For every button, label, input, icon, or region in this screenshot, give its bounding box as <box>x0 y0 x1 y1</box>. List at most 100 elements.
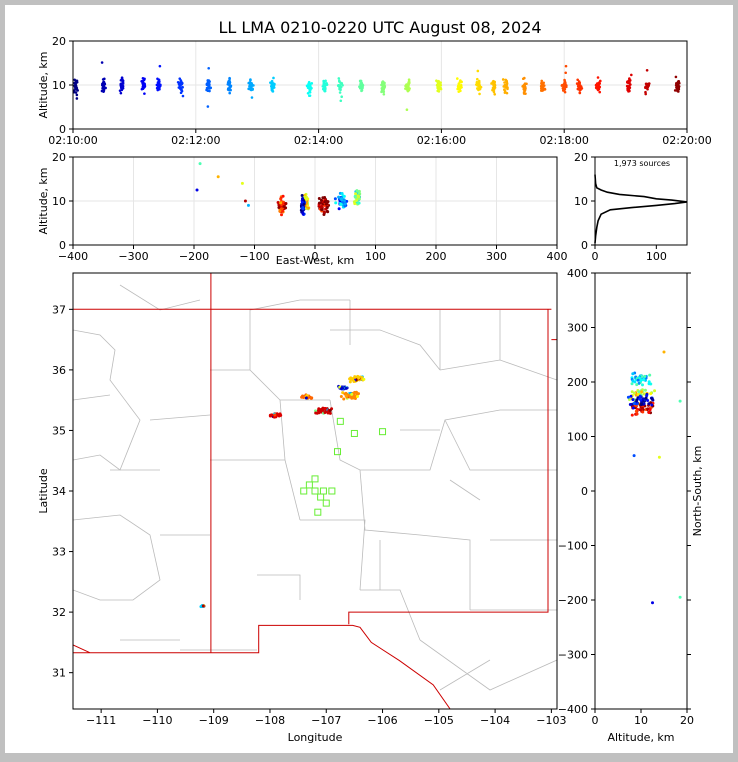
altitude-east-west-point <box>246 203 250 207</box>
east-west-x-tick-label: 100 <box>365 250 386 263</box>
map-source-point <box>362 377 366 381</box>
altitude-time-y-tick-label: 0 <box>59 123 66 136</box>
longitude-x-tick-label: −110 <box>142 714 172 727</box>
altitude-time-panel: 02:10:00 02:12:00 02:14:00 02:16:00 02:18:00… <box>37 35 712 147</box>
altitude-time-point <box>478 86 482 89</box>
altitude-time-point <box>644 92 647 96</box>
figure-title: LL LMA 0210-0220 UTC August 08, 2024 <box>218 18 541 37</box>
altitude-time-point <box>647 82 651 85</box>
altitude-time-point <box>579 86 583 89</box>
altitude-time-point <box>118 89 122 92</box>
altitude-x-tick-label: 20 <box>680 714 694 727</box>
north-south-altitude-point <box>647 410 651 414</box>
altitude-time-point <box>629 83 632 86</box>
altitude-time-point <box>310 86 313 90</box>
altitude-time-point <box>249 78 252 82</box>
altitude-east-west-point <box>337 207 341 211</box>
altitude-time-point <box>321 87 325 91</box>
altitude-east-west-point <box>340 191 344 195</box>
map-panel: −111 −110 −109 −108 −107 −106 −105 −104 −103 31 32… <box>37 272 566 744</box>
north-south-altitude-point <box>641 397 645 401</box>
altitude-time-x-tick-label: 02:16:00 <box>417 134 466 147</box>
altitude-time-point <box>597 87 601 91</box>
altitude-time-point <box>306 91 310 95</box>
altitude-time-point <box>677 90 680 93</box>
altitude-time-point <box>360 81 364 85</box>
altitude-time-point <box>208 89 211 93</box>
altitude-time-point <box>437 88 440 92</box>
lma-station-marker <box>379 428 387 436</box>
altitude-time-point <box>181 94 185 98</box>
altitude-east-west-point <box>279 197 283 201</box>
north-south-altitude-point <box>648 408 652 412</box>
north-south-altitude-point <box>649 392 653 396</box>
altitude-time-x-tick-label: 02:18:00 <box>539 134 588 147</box>
altitude-time-point <box>435 79 438 83</box>
altitude-time-point <box>503 88 506 91</box>
altitude-time-point <box>625 84 629 88</box>
altitude-time-point <box>227 79 231 83</box>
altitude-time-point <box>155 83 159 87</box>
east-west-x-tick-label: −300 <box>118 250 148 263</box>
lma-station-marker <box>328 487 336 495</box>
altitude-time-point <box>206 79 210 82</box>
altitude-east-west-point <box>354 192 358 196</box>
north-south-altitude-point <box>630 413 634 417</box>
altitude-time-point <box>228 91 232 95</box>
altitude-time-point <box>522 87 526 91</box>
altitude-time-point <box>404 87 407 90</box>
north-south-altitude-point <box>642 378 646 382</box>
map-source-point <box>341 386 345 390</box>
altitude-time-point <box>564 64 568 68</box>
north-south-altitude-point <box>647 402 651 406</box>
altitude-time-point <box>522 92 526 95</box>
map-source-point <box>316 408 320 412</box>
altitude-time-point <box>325 83 328 87</box>
latitude-y-tick-label: 32 <box>52 606 66 619</box>
source-count-annotation: 1,973 sources <box>614 159 670 168</box>
north-south-y-tick-label: 100 <box>567 431 588 444</box>
map-source-point <box>323 407 327 411</box>
altitude-time-point <box>340 95 344 99</box>
altitude-time-point <box>503 81 506 84</box>
altitude-time-point <box>578 91 582 95</box>
north-south-y-tick-label: 400 <box>567 267 588 280</box>
altitude-east-west-point <box>339 202 343 206</box>
altitude-east-west-point <box>325 209 329 213</box>
north-south-altitude-point <box>635 383 639 387</box>
north-south-altitude-point <box>635 412 639 416</box>
longitude-xlabel: Longitude <box>288 731 343 744</box>
altitude-time-point <box>460 80 463 84</box>
north-south-altitude-point <box>634 409 638 413</box>
altitude-time-point <box>595 84 599 88</box>
altitude-time-point <box>627 85 631 89</box>
map-source-point <box>344 386 348 390</box>
north-south-altitude-point <box>640 390 644 394</box>
altitude-time-point <box>578 81 581 85</box>
altitude-time-point <box>673 89 677 92</box>
altitude-east-west-point <box>343 202 347 206</box>
altitude-time-point <box>323 89 327 93</box>
altitude-time-point <box>337 77 341 80</box>
altitude-time-y-tick-label: 10 <box>52 79 66 92</box>
north-south-altitude-point <box>650 403 654 407</box>
lma-station-marker <box>300 487 308 495</box>
altitude-time-point <box>100 61 104 64</box>
state-borders <box>73 273 557 709</box>
altitude-time-point <box>439 87 443 91</box>
altitude-time-point <box>227 88 231 92</box>
north-south-altitude-point <box>632 454 636 458</box>
altitude-east-west-point <box>304 197 308 201</box>
altitude-time-point <box>323 85 326 89</box>
altitude-histogram-y-tick-label: 20 <box>574 151 588 164</box>
altitude-east-west-point <box>276 201 280 205</box>
altitude-east-west-point <box>353 195 357 199</box>
map-source-point <box>339 394 343 398</box>
altitude-east-west-point <box>240 181 244 185</box>
altitude-east-west-point <box>322 210 326 214</box>
altitude-time-point <box>206 105 210 108</box>
altitude-time-point <box>382 88 385 91</box>
altitude-time-point <box>563 90 567 94</box>
north-south-altitude-point <box>647 382 651 386</box>
map-source-point <box>351 378 355 382</box>
